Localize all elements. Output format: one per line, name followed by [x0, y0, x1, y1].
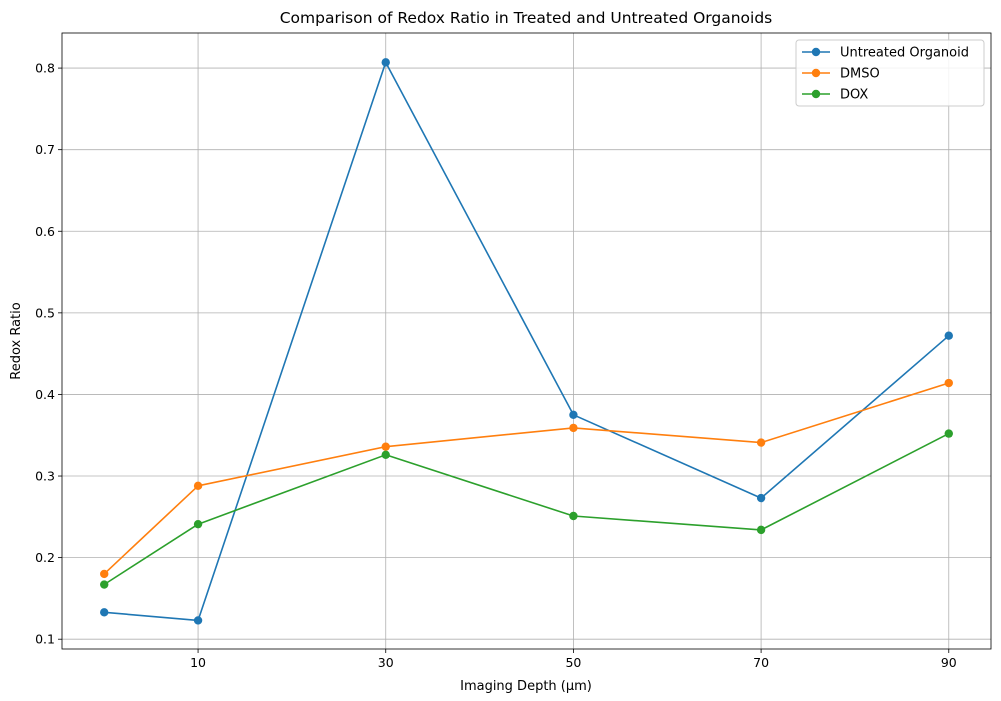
data-point-dox — [193, 519, 203, 529]
axis-ticks: 10 30 50 70 90 0.1 0.2 0.3 0.4 0.5 0.6 0.7 0.8 — [35, 61, 957, 670]
data-point-untreated-organoid — [944, 331, 953, 340]
y-tick-label: 0.7 — [35, 142, 55, 157]
chart-title: Comparison of Redox Ratio in Treated and… — [280, 9, 773, 27]
series-dox — [100, 429, 953, 589]
data-point-dmso — [756, 438, 766, 447]
y-tick-label: 0.8 — [35, 61, 55, 76]
legend-label-dmso: DMSO — [840, 67, 880, 82]
data-point-dox — [100, 580, 109, 589]
legend-marker-untreated-organoid — [811, 47, 821, 57]
y-tick-label: 0.6 — [35, 224, 55, 239]
y-axis-label: Redox Ratio — [9, 302, 24, 380]
legend-box — [795, 39, 985, 107]
data-point-untreated-organoid — [193, 616, 203, 625]
series-line-untreated-organoid — [104, 61, 950, 622]
series-dmso — [100, 378, 953, 579]
series-line-dox — [103, 432, 950, 586]
x-tick-label: 70 — [753, 655, 769, 670]
data-point-untreated-organoid — [756, 493, 766, 503]
legend-label-untreated-organoid: Untreated Organoid — [840, 46, 969, 61]
data-point-dox — [944, 429, 953, 438]
data-point-dmso — [100, 569, 109, 579]
x-tick-label: 10 — [190, 655, 206, 670]
y-tick-label: 0.4 — [35, 387, 55, 402]
data-point-dmso — [193, 481, 203, 491]
data-point-dmso — [381, 442, 390, 451]
series-line-dmso — [103, 382, 950, 575]
y-tick-label: 0.5 — [35, 305, 55, 320]
legend-marker-dox — [811, 89, 821, 99]
y-tick-label: 0.3 — [35, 469, 55, 484]
plot-area-frame — [61, 32, 992, 650]
data-point-untreated-organoid — [381, 58, 390, 67]
y-tick-label: 0.1 — [35, 632, 55, 647]
legend-marker-dmso — [811, 68, 821, 78]
grid-lines — [62, 33, 991, 649]
legend: Untreated Organoid DMSO DOX — [795, 39, 985, 107]
data-point-dox — [381, 450, 390, 460]
data-point-dox — [756, 525, 766, 535]
data-point-untreated-organoid — [569, 410, 578, 420]
y-tick-label: 0.2 — [35, 550, 55, 565]
data-point-dmso — [569, 423, 578, 433]
data-point-dox — [569, 511, 578, 521]
series-untreated-organoid — [100, 58, 953, 625]
data-point-untreated-organoid — [100, 608, 109, 617]
x-tick-label: 90 — [941, 655, 957, 670]
x-tick-label: 30 — [378, 655, 394, 670]
legend-label-dox: DOX — [840, 88, 868, 103]
x-tick-label: 50 — [565, 655, 581, 670]
data-point-dmso — [944, 378, 953, 388]
series-layer — [100, 58, 953, 625]
x-axis-label: Imaging Depth (µm) — [460, 679, 592, 694]
